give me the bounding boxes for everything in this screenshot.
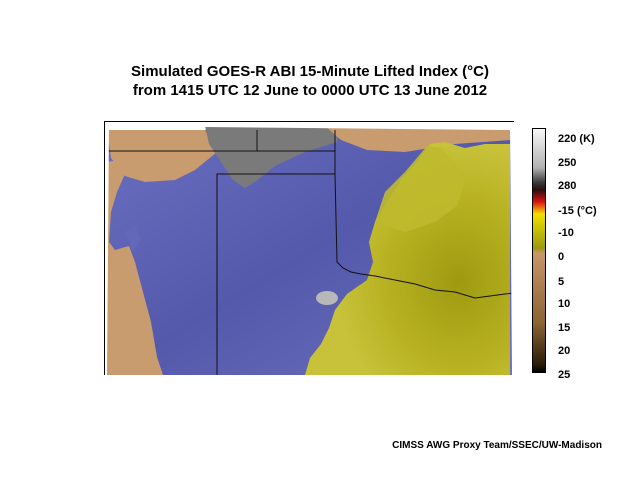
title-line-1: Simulated GOES-R ABI 15-Minute Lifted In… xyxy=(131,63,489,80)
colorbar-label: 5 xyxy=(558,276,565,288)
cloud-region-north xyxy=(205,126,340,188)
colorbar-label: 250 xyxy=(558,157,577,169)
colorbar-label: -15 (°C) xyxy=(558,205,597,217)
map-image xyxy=(105,122,515,376)
colorbar-label: 10 xyxy=(558,298,571,310)
colorbar-label: 220 (K) xyxy=(558,133,595,145)
state-boundaries xyxy=(107,130,515,375)
title-line-2: from 1415 UTC 12 June to 0000 UTC 13 Jun… xyxy=(132,82,488,99)
colorbar xyxy=(532,128,546,373)
chart-title: Simulated GOES-R ABI 15-Minute Lifted In… xyxy=(0,62,620,100)
colorbar-label: 25 xyxy=(558,369,571,381)
tan-region-northeast xyxy=(325,126,510,152)
tan-region-west xyxy=(107,160,163,375)
cloud-blob-south xyxy=(316,291,338,305)
tan-region-northwest xyxy=(107,130,217,182)
lifted-index-map xyxy=(104,121,515,376)
colorbar-label: 20 xyxy=(558,345,571,357)
colorbar-label: 0 xyxy=(558,251,565,263)
colorbar-label: 15 xyxy=(558,322,571,334)
colorbar-gradient xyxy=(533,129,545,372)
colorbar-label: 280 xyxy=(558,180,577,192)
colorbar-label: -10 xyxy=(558,227,574,239)
credit-text: CIMSS AWG Proxy Team/SSEC/UW-Madison xyxy=(392,440,602,451)
